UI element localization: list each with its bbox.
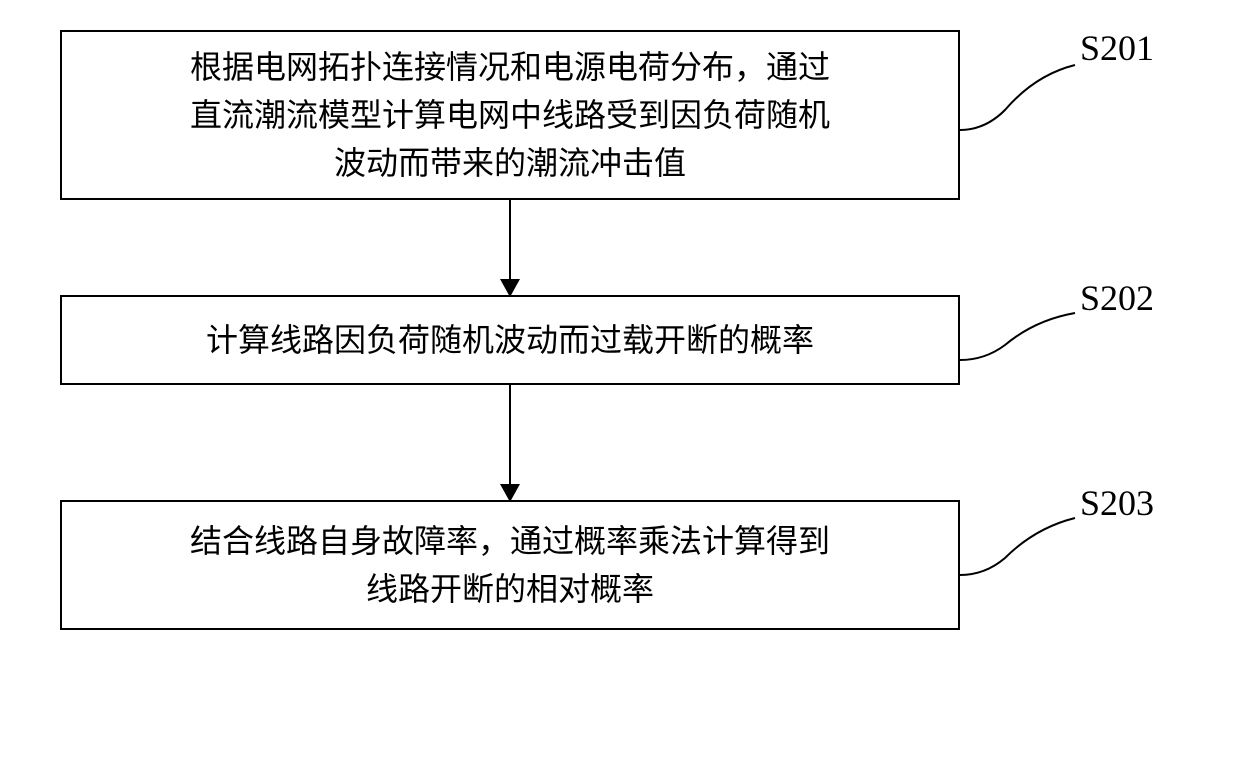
text-line: 波动而带来的潮流冲击值 [334, 145, 686, 181]
text-line: 线路开断的相对概率 [366, 571, 654, 607]
text-line: 根据电网拓扑连接情况和电源电荷分布，通过 [190, 49, 830, 85]
node-label-s201: S201 [1080, 27, 1154, 69]
flowchart-node-s203: 结合线路自身故障率，通过概率乘法计算得到 线路开断的相对概率 [60, 500, 960, 630]
arrow-container [60, 200, 960, 295]
text-line: 直流潮流模型计算电网中线路受到因负荷随机 [190, 97, 830, 133]
node-label-s202: S202 [1080, 277, 1154, 319]
text-line: 结合线路自身故障率，通过概率乘法计算得到 [190, 523, 830, 559]
flowchart-arrow [509, 385, 511, 500]
node-text: 根据电网拓扑连接情况和电源电荷分布，通过 直流潮流模型计算电网中线路受到因负荷随… [190, 43, 830, 187]
connector-s203 [960, 510, 1090, 605]
text-line: 计算线路因负荷随机波动而过载开断的概率 [206, 322, 814, 358]
connector-s201 [960, 55, 1090, 150]
flowchart-node-s201: 根据电网拓扑连接情况和电源电荷分布，通过 直流潮流模型计算电网中线路受到因负荷随… [60, 30, 960, 200]
node-text: 计算线路因负荷随机波动而过载开断的概率 [206, 316, 814, 364]
node-label-s203: S203 [1080, 482, 1154, 524]
flowchart-container: 根据电网拓扑连接情况和电源电荷分布，通过 直流潮流模型计算电网中线路受到因负荷随… [60, 30, 1180, 630]
node-text: 结合线路自身故障率，通过概率乘法计算得到 线路开断的相对概率 [190, 517, 830, 613]
flowchart-node-s202: 计算线路因负荷随机波动而过载开断的概率 [60, 295, 960, 385]
arrow-container [60, 385, 960, 500]
connector-s202 [960, 305, 1090, 390]
flowchart-arrow [509, 200, 511, 295]
